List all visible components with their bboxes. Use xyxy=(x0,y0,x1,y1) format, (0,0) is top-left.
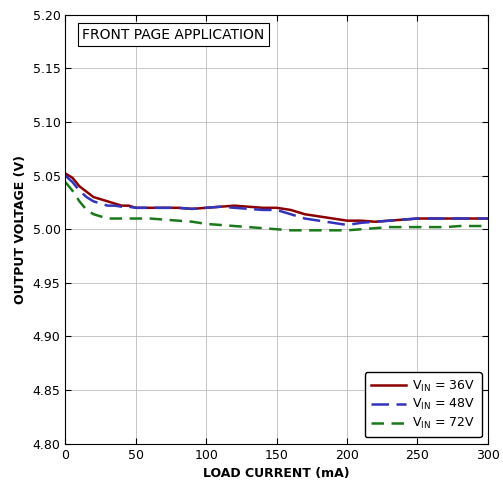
X-axis label: LOAD CURRENT (mA): LOAD CURRENT (mA) xyxy=(203,467,350,480)
Y-axis label: OUTPUT VOLTAGE (V): OUTPUT VOLTAGE (V) xyxy=(14,155,27,304)
Legend: $\mathdefault{V_{IN}}$ = 36V, $\mathdefault{V_{IN}}$ = 48V, $\mathdefault{V_{IN}: $\mathdefault{V_{IN}}$ = 36V, $\mathdefa… xyxy=(365,372,482,437)
Text: FRONT PAGE APPLICATION: FRONT PAGE APPLICATION xyxy=(82,28,265,41)
Text: 8300 G01: 8300 G01 xyxy=(430,425,484,435)
